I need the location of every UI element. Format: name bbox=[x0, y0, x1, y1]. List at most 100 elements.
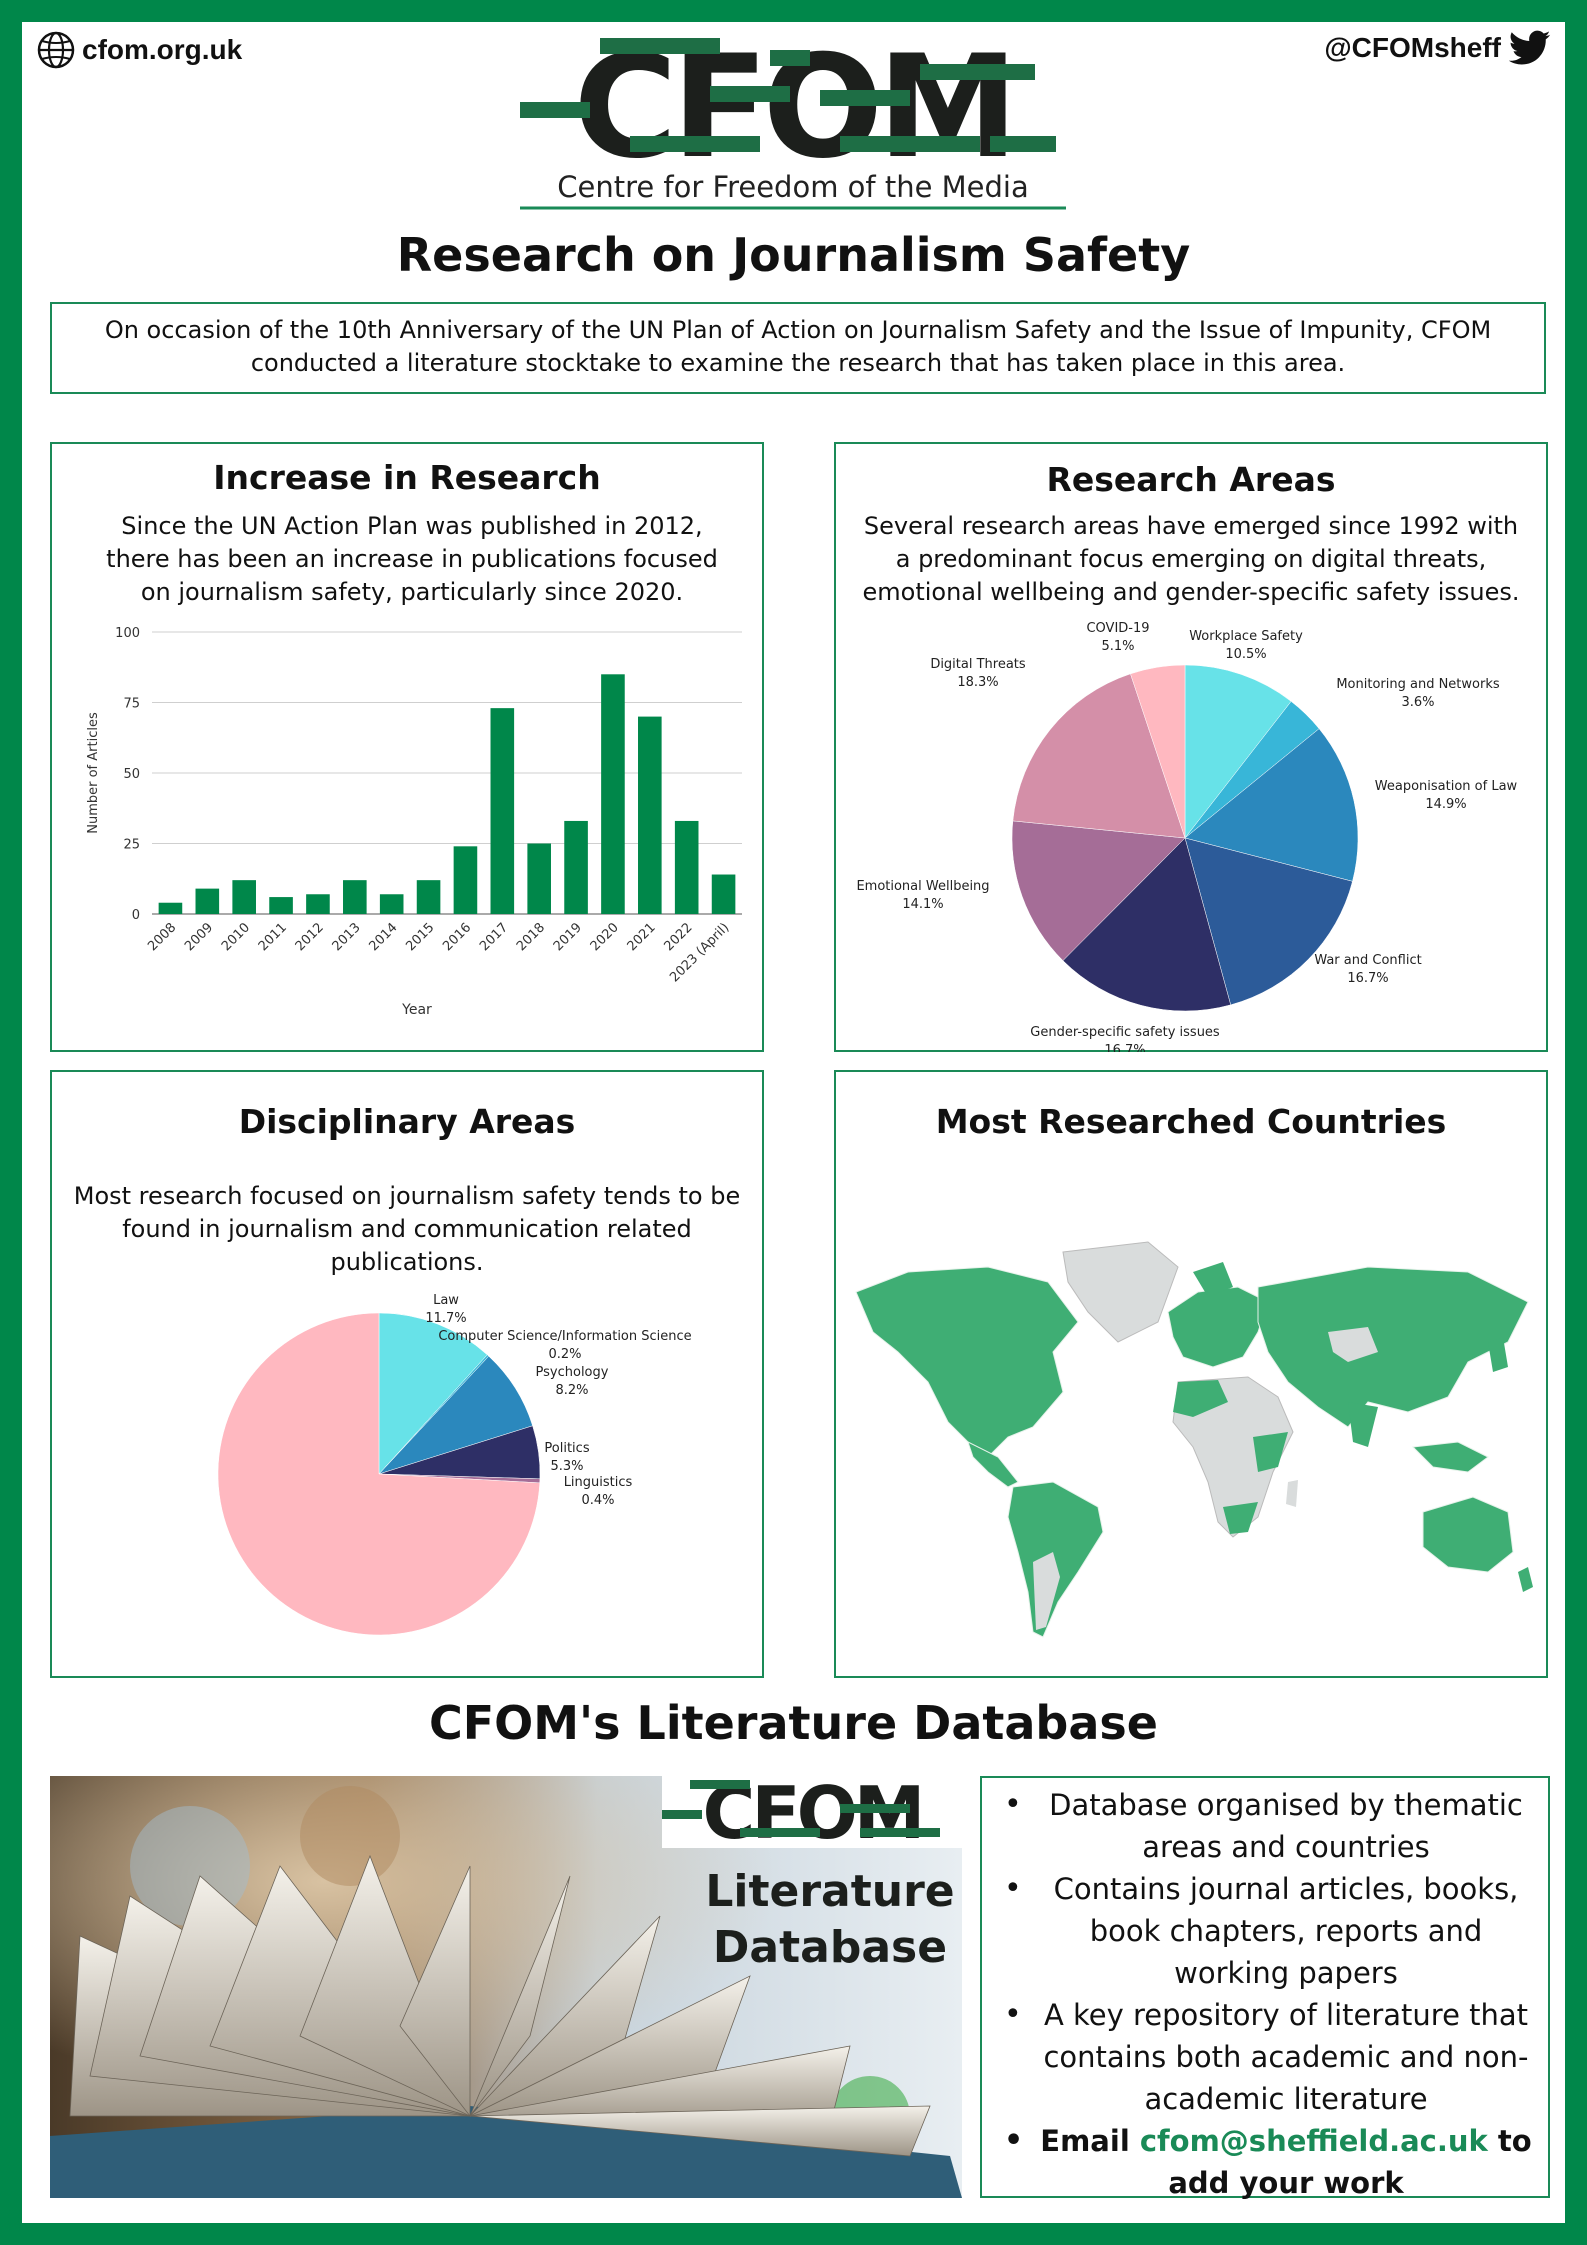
pie-slice-label: Law bbox=[433, 1293, 459, 1308]
map-asia bbox=[1257, 1266, 1529, 1428]
panel-title: Most Researched Countries bbox=[935, 1102, 1447, 1141]
y-tick-label: 50 bbox=[123, 767, 140, 782]
pie-slice bbox=[1130, 664, 1186, 839]
pie-slice-value: 5.1% bbox=[1101, 639, 1134, 654]
intro-box: On occasion of the 10th Anniversary of t… bbox=[50, 302, 1546, 394]
twitter-link[interactable]: @CFOMsheff bbox=[1324, 30, 1551, 66]
pie-slice bbox=[1062, 837, 1232, 1012]
y-tick-label: 25 bbox=[123, 838, 140, 853]
panel-description: Since the UN Action Plan was published i… bbox=[106, 512, 718, 606]
database-bullets: Database organised by thematic areas and… bbox=[980, 1776, 1550, 2200]
database-image-logo: CFOM bbox=[703, 1776, 922, 1855]
map-scandinavia bbox=[1193, 1262, 1233, 1297]
bullet-item: A key repository of literature that cont… bbox=[1004, 1994, 1540, 2120]
logo-subtitle: Centre for Freedom of the Media bbox=[557, 170, 1029, 204]
map-japan bbox=[1488, 1337, 1508, 1372]
pie-slice-value: 3.6% bbox=[1401, 695, 1434, 710]
bar bbox=[638, 716, 662, 914]
world-map bbox=[855, 1241, 1533, 1638]
map-central-asia-grey bbox=[1328, 1327, 1378, 1362]
twitter-bird-icon bbox=[1509, 30, 1551, 65]
panel-increase-in-research: Increase in Research Since the UN Action… bbox=[50, 442, 764, 1052]
panel-title: Disciplinary Areas bbox=[238, 1102, 576, 1141]
map-australia bbox=[1422, 1496, 1514, 1573]
map-south-america bbox=[1007, 1481, 1104, 1638]
bar bbox=[306, 894, 330, 914]
database-image-title-2: Database bbox=[713, 1922, 947, 1973]
email-link[interactable]: cfom@sheffield.ac.uk bbox=[1139, 2124, 1488, 2158]
bar bbox=[232, 880, 256, 914]
pie-slice bbox=[1011, 820, 1186, 961]
pie-slice-label: Emotional Wellbeing bbox=[856, 879, 989, 894]
pie-slice-value: 16.7% bbox=[1104, 1043, 1145, 1052]
pie-slice-label: Workplace Safety bbox=[1189, 629, 1303, 644]
x-tick-label: 2018 bbox=[514, 920, 548, 954]
bar bbox=[269, 897, 293, 914]
email-prefix: Email bbox=[1040, 2124, 1140, 2158]
pie-slice-value: 11.7% bbox=[425, 1311, 466, 1326]
disciplinary-areas-pie-chart: Law 11.7% Computer Science/Information Sci… bbox=[217, 1293, 692, 1636]
x-tick-label: 2017 bbox=[477, 920, 511, 954]
map-europe bbox=[1167, 1286, 1269, 1368]
panel-description: Most research focused on journalism safe… bbox=[73, 1182, 741, 1276]
x-tick-label: 2013 bbox=[330, 920, 364, 954]
email-suffix: to add your work bbox=[1168, 2124, 1532, 2200]
x-tick-label: 2015 bbox=[403, 920, 437, 954]
map-southern-africa bbox=[1223, 1502, 1258, 1534]
bullet-item-email: Email cfom@sheffield.ac.uk to add your w… bbox=[1004, 2120, 1540, 2204]
x-tick-label: 2020 bbox=[588, 920, 622, 954]
x-tick-label: 2010 bbox=[219, 920, 253, 954]
pie-slice-label: Gender-specific safety issues bbox=[1030, 1025, 1220, 1040]
cfom-logo: CFOM Centre for Freedom of the Media bbox=[520, 25, 1066, 212]
x-tick-label: 2009 bbox=[182, 920, 216, 954]
website-link[interactable]: cfom.org.uk bbox=[36, 30, 242, 70]
map-south-america-grey bbox=[1033, 1552, 1060, 1630]
map-north-africa bbox=[1173, 1380, 1228, 1417]
pie-slice-label: Computer Science/Information Science bbox=[438, 1329, 691, 1344]
bullet-item: Contains journal articles, books, book c… bbox=[1004, 1868, 1540, 1994]
pie-slice-value: 14.9% bbox=[1425, 797, 1466, 812]
pie-slice-label: Digital Threats bbox=[930, 657, 1026, 672]
pie-slice-value: 0.2% bbox=[548, 1347, 581, 1362]
bar bbox=[490, 708, 515, 914]
pie-slice-label: Linguistics bbox=[564, 1475, 633, 1490]
y-tick-label: 0 bbox=[132, 908, 140, 923]
x-tick-label: 2016 bbox=[440, 920, 474, 954]
y-tick-label: 75 bbox=[123, 697, 140, 712]
database-title: CFOM's Literature Database bbox=[429, 1696, 1158, 1750]
bar bbox=[416, 880, 441, 914]
map-greenland bbox=[1062, 1241, 1179, 1343]
pie-slice-value: 10.5% bbox=[1225, 647, 1266, 662]
pie-slice-label: Psychology bbox=[536, 1365, 609, 1380]
map-new-zealand bbox=[1518, 1567, 1533, 1592]
bullet-item: Database organised by thematic areas and… bbox=[1004, 1784, 1540, 1868]
x-tick-label: 2012 bbox=[293, 920, 327, 954]
pie-slice bbox=[1184, 664, 1292, 839]
x-tick-label: 2019 bbox=[551, 920, 585, 954]
bar bbox=[674, 820, 699, 914]
map-central-america bbox=[967, 1441, 1019, 1488]
panel-title: Increase in Research bbox=[213, 458, 601, 497]
pie-slice-value: 18.3% bbox=[957, 675, 998, 690]
bar bbox=[195, 888, 220, 914]
pie-slice bbox=[1184, 837, 1353, 1006]
pie-slice-label: Politics bbox=[544, 1441, 589, 1456]
panel-disciplinary-areas: Disciplinary Areas Most research focused… bbox=[50, 1070, 764, 1678]
y-axis-label: Number of Articles bbox=[86, 712, 101, 834]
x-tick-label: 2011 bbox=[256, 920, 290, 954]
pie-slice-value: 14.1% bbox=[902, 897, 943, 912]
website-text: cfom.org.uk bbox=[82, 34, 243, 65]
twitter-handle: @CFOMsheff bbox=[1324, 32, 1501, 63]
bar bbox=[453, 846, 478, 914]
pie-slice bbox=[1012, 673, 1186, 839]
y-tick-label: 100 bbox=[115, 626, 140, 641]
pie-slice bbox=[217, 1312, 541, 1636]
globe-icon bbox=[37, 31, 75, 69]
map-madagascar bbox=[1286, 1480, 1298, 1507]
database-image: CFOM Literature Database bbox=[50, 1776, 962, 2198]
bar bbox=[564, 820, 588, 914]
map-east-africa bbox=[1253, 1432, 1288, 1472]
panel-description: Several research areas have emerged sinc… bbox=[862, 512, 1520, 606]
pie-slice-value: 0.4% bbox=[581, 1493, 614, 1508]
